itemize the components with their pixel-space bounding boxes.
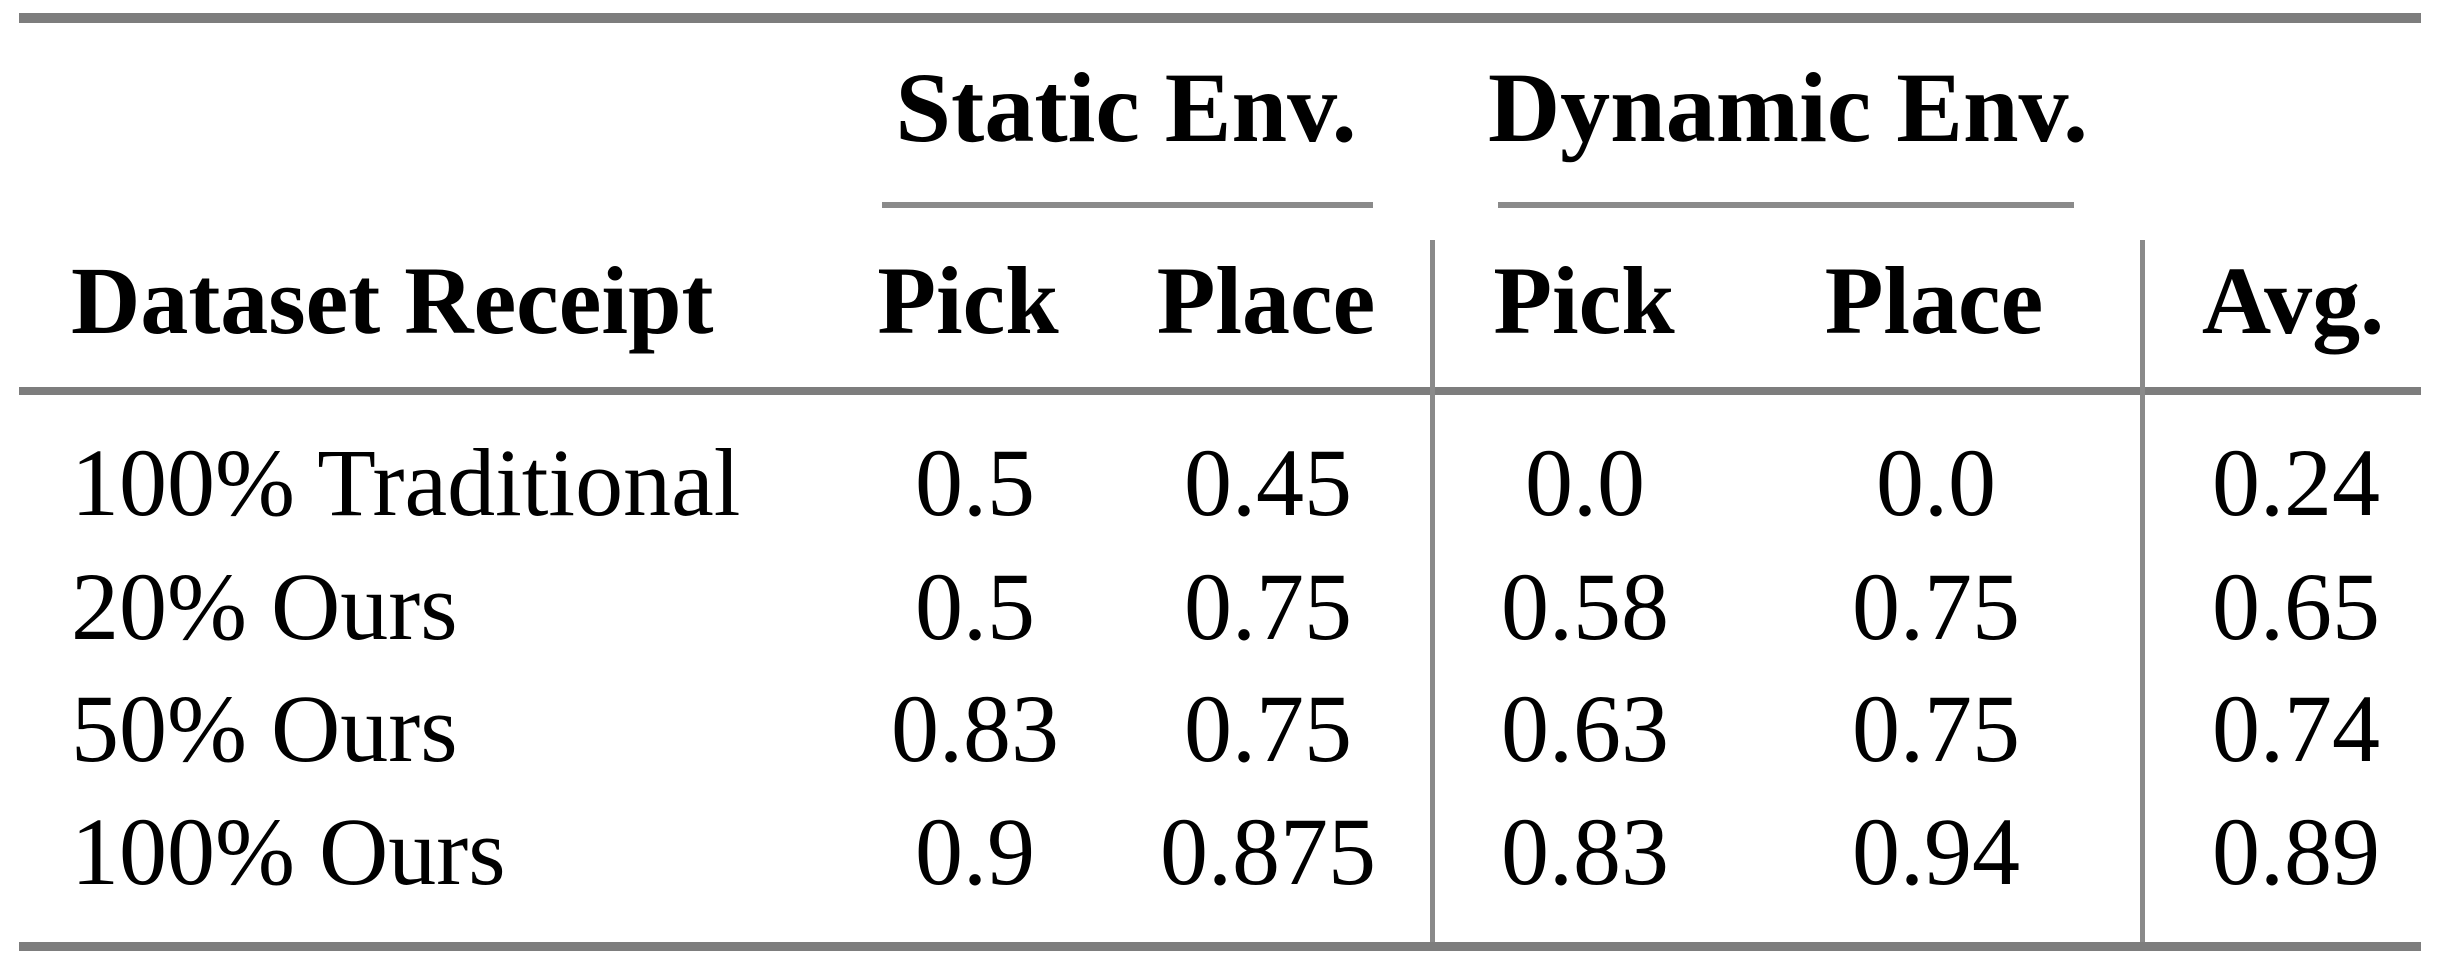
row-1-avg: 0.24 [2212, 429, 2380, 536]
vertical-rule-dynamic-avg [2140, 240, 2145, 942]
row-2-static-pick: 0.5 [915, 553, 1035, 660]
row-2-dynamic-pick: 0.58 [1501, 553, 1669, 660]
row-3-avg: 0.74 [2212, 675, 2380, 782]
row-4-dynamic-place: 0.94 [1852, 798, 2020, 905]
column-header-dataset-receipt: Dataset Receipt [71, 247, 714, 354]
column-header-static-place: Place [1156, 247, 1376, 354]
vertical-rule-static-dynamic [1430, 240, 1435, 942]
row-3-static-pick: 0.83 [891, 675, 1059, 782]
row-2-avg: 0.65 [2212, 553, 2380, 660]
row-3-label: 50% Ours [71, 675, 458, 782]
row-1-label: 100% Traditional [71, 429, 741, 536]
column-header-static-pick: Pick [877, 247, 1059, 354]
column-header-dynamic-pick: Pick [1493, 247, 1675, 354]
row-3-dynamic-pick: 0.63 [1501, 675, 1669, 782]
row-4-label: 100% Ours [71, 798, 506, 905]
cmidrule-static-env [882, 202, 1373, 208]
top-rule [19, 13, 2421, 23]
row-2-static-place: 0.75 [1184, 553, 1352, 660]
group-header-static-env: Static Env. [895, 52, 1357, 163]
header-midrule [19, 387, 2421, 395]
row-1-dynamic-pick: 0.0 [1525, 429, 1645, 536]
row-4-static-place: 0.875 [1160, 798, 1376, 905]
row-4-dynamic-pick: 0.83 [1501, 798, 1669, 905]
row-1-static-place: 0.45 [1184, 429, 1352, 536]
group-header-dynamic-env: Dynamic Env. [1487, 52, 2089, 163]
column-header-avg: Avg. [2201, 247, 2385, 354]
row-1-dynamic-place: 0.0 [1876, 429, 1996, 536]
row-2-label: 20% Ours [71, 553, 458, 660]
row-3-dynamic-place: 0.75 [1852, 675, 2020, 782]
row-1-static-pick: 0.5 [915, 429, 1035, 536]
bottom-rule [19, 942, 2421, 951]
cmidrule-dynamic-env [1498, 202, 2074, 208]
column-header-dynamic-place: Place [1824, 247, 2044, 354]
row-3-static-place: 0.75 [1184, 675, 1352, 782]
row-4-avg: 0.89 [2212, 798, 2380, 905]
row-2-dynamic-place: 0.75 [1852, 553, 2020, 660]
row-4-static-pick: 0.9 [915, 798, 1035, 905]
